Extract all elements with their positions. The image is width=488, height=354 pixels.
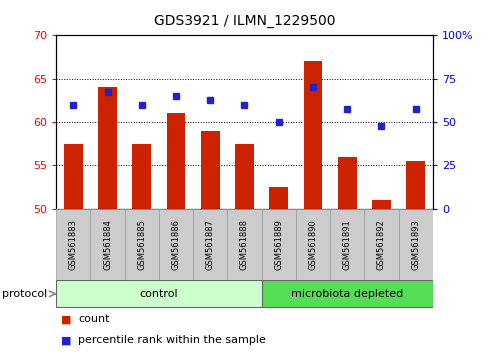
Text: percentile rank within the sample: percentile rank within the sample — [78, 335, 265, 345]
Bar — [201, 131, 219, 209]
Text: GSM561891: GSM561891 — [342, 219, 351, 270]
Text: GDS3921 / ILMN_1229500: GDS3921 / ILMN_1229500 — [153, 14, 335, 28]
Text: ■: ■ — [61, 335, 71, 345]
Bar — [132, 144, 151, 209]
Text: count: count — [78, 314, 109, 325]
Bar — [159, 209, 193, 280]
Bar — [193, 209, 227, 280]
Bar — [269, 187, 287, 209]
Text: GSM561887: GSM561887 — [205, 219, 214, 270]
Bar — [166, 113, 185, 209]
Text: microbiota depleted: microbiota depleted — [290, 289, 403, 299]
Bar — [64, 144, 82, 209]
Bar — [56, 280, 261, 307]
Bar — [329, 209, 364, 280]
Bar — [124, 209, 159, 280]
Text: GSM561890: GSM561890 — [308, 219, 317, 270]
Bar — [371, 200, 390, 209]
Bar — [398, 209, 432, 280]
Text: GSM561892: GSM561892 — [376, 219, 385, 270]
Bar — [98, 87, 117, 209]
Text: GSM561888: GSM561888 — [240, 219, 248, 270]
Bar — [337, 157, 356, 209]
Bar — [261, 280, 432, 307]
Bar — [235, 144, 253, 209]
Bar — [406, 161, 424, 209]
Text: protocol: protocol — [2, 289, 48, 299]
Bar — [261, 209, 295, 280]
Text: control: control — [140, 289, 178, 299]
Text: GSM561885: GSM561885 — [137, 219, 146, 270]
Bar — [303, 62, 322, 209]
Text: GSM561884: GSM561884 — [103, 219, 112, 270]
Text: GSM561893: GSM561893 — [410, 219, 419, 270]
Text: GSM561889: GSM561889 — [274, 219, 283, 270]
Bar — [364, 209, 398, 280]
Text: ■: ■ — [61, 314, 71, 325]
Bar — [56, 209, 90, 280]
Bar — [227, 209, 261, 280]
Text: GSM561883: GSM561883 — [69, 219, 78, 270]
Bar — [90, 209, 124, 280]
Bar — [295, 209, 329, 280]
Text: GSM561886: GSM561886 — [171, 219, 180, 270]
